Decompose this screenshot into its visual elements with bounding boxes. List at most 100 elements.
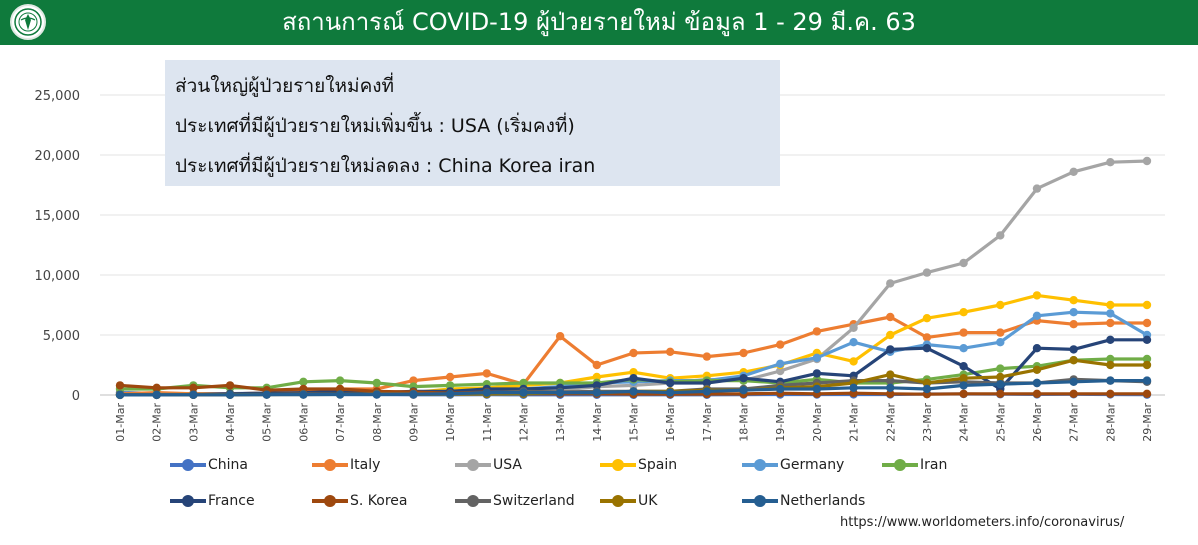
data-point	[225, 381, 235, 390]
data-point	[1032, 378, 1042, 388]
data-point	[1142, 354, 1152, 364]
legend-item: USA	[455, 455, 522, 475]
data-point	[665, 347, 675, 356]
x-tick-label: 05-Mar	[261, 403, 274, 442]
data-point	[776, 384, 785, 394]
data-point	[959, 374, 968, 383]
data-point	[445, 372, 455, 382]
data-point	[335, 376, 345, 385]
x-tick-label: 29-Mar	[1141, 403, 1154, 442]
legend-label: France	[208, 493, 255, 509]
data-point	[812, 353, 822, 362]
data-point	[886, 345, 895, 354]
data-point	[996, 328, 1005, 337]
data-point	[1032, 291, 1042, 300]
data-point	[886, 330, 895, 340]
x-tick-label: 16-Mar	[664, 403, 677, 442]
data-point	[189, 383, 198, 392]
legend-item: Spain	[600, 455, 677, 475]
data-point	[922, 333, 932, 342]
data-point	[739, 386, 748, 395]
legend-swatch	[455, 491, 491, 511]
x-tick-label: 06-Mar	[297, 403, 310, 442]
data-point	[849, 383, 858, 392]
x-tick-label: 07-Mar	[334, 403, 347, 442]
data-point	[1106, 158, 1115, 167]
data-point	[922, 268, 932, 277]
page-title: สถานการณ์ COVID-19 ผู้ป่วยรายใหม่ ข้อมูล…	[282, 8, 916, 36]
legend-swatch	[600, 491, 636, 511]
data-point	[996, 300, 1005, 310]
data-point	[996, 380, 1005, 389]
data-point	[1106, 318, 1115, 328]
data-point	[1106, 300, 1115, 310]
legend-swatch	[170, 491, 206, 511]
data-point	[1106, 309, 1115, 318]
legend-swatch	[742, 455, 778, 475]
data-point	[1069, 296, 1078, 305]
data-point	[519, 388, 528, 397]
data-point	[812, 369, 822, 378]
data-point	[959, 381, 968, 390]
x-tick-label: 18-Mar	[738, 403, 751, 442]
data-point	[592, 388, 602, 397]
data-point	[152, 390, 161, 400]
legend-item: Switzerland	[455, 491, 575, 511]
ministry-seal-icon	[10, 4, 46, 40]
data-point	[776, 340, 785, 349]
x-tick-label: 02-Mar	[151, 403, 164, 442]
data-point	[996, 231, 1005, 240]
x-tick-label: 15-Mar	[628, 403, 641, 442]
data-point	[1069, 356, 1078, 365]
x-tick-label: 14-Mar	[591, 403, 604, 442]
data-point	[592, 372, 602, 382]
data-point	[922, 384, 932, 394]
series-netherlands	[115, 376, 1152, 400]
legend-label: Switzerland	[493, 493, 575, 509]
source-link[interactable]: https://www.worldometers.info/coronaviru…	[840, 515, 1125, 530]
data-point	[1069, 167, 1078, 176]
data-point	[922, 378, 932, 388]
data-point	[115, 381, 125, 390]
summary-annotation-box: ส่วนใหญ่ผู้ป่วยรายใหม่คงที่ ประเทศที่มีผ…	[165, 60, 780, 186]
data-point	[372, 378, 381, 388]
y-tick-label: 25,000	[35, 89, 81, 104]
data-point	[996, 372, 1005, 382]
data-point	[1106, 354, 1115, 364]
legend-label: S. Korea	[350, 493, 408, 509]
x-tick-label: 19-Mar	[774, 403, 787, 442]
data-point	[299, 390, 308, 399]
data-point	[262, 390, 271, 399]
legend-label: USA	[493, 457, 522, 473]
data-point	[959, 362, 968, 371]
data-point	[702, 352, 712, 361]
legend-label: UK	[638, 493, 658, 509]
legend-swatch	[455, 455, 491, 475]
legend-label: Spain	[638, 457, 678, 473]
data-point	[555, 388, 565, 397]
data-point	[629, 387, 638, 396]
data-point	[996, 338, 1005, 347]
x-tick-label: 04-Mar	[224, 403, 237, 442]
data-point	[886, 312, 895, 322]
data-point	[886, 370, 895, 379]
legend-swatch	[312, 491, 348, 511]
data-point	[445, 389, 455, 398]
data-point	[702, 378, 712, 388]
data-point	[555, 332, 565, 341]
legend-item: UK	[600, 491, 657, 511]
legend-swatch	[600, 455, 636, 475]
data-point	[702, 387, 712, 396]
data-point	[996, 389, 1005, 398]
data-point	[299, 377, 308, 386]
data-point	[1069, 389, 1078, 398]
y-axis-ticks: 0 5,000 10,000 15,000 20,000 25,000	[35, 89, 81, 404]
legend-swatch	[742, 491, 778, 511]
data-point	[776, 359, 785, 368]
data-point	[372, 390, 381, 399]
data-point	[849, 357, 858, 366]
legend-item: Germany	[742, 455, 844, 475]
data-point	[1032, 184, 1042, 193]
data-point	[629, 374, 638, 383]
data-point	[812, 384, 822, 394]
